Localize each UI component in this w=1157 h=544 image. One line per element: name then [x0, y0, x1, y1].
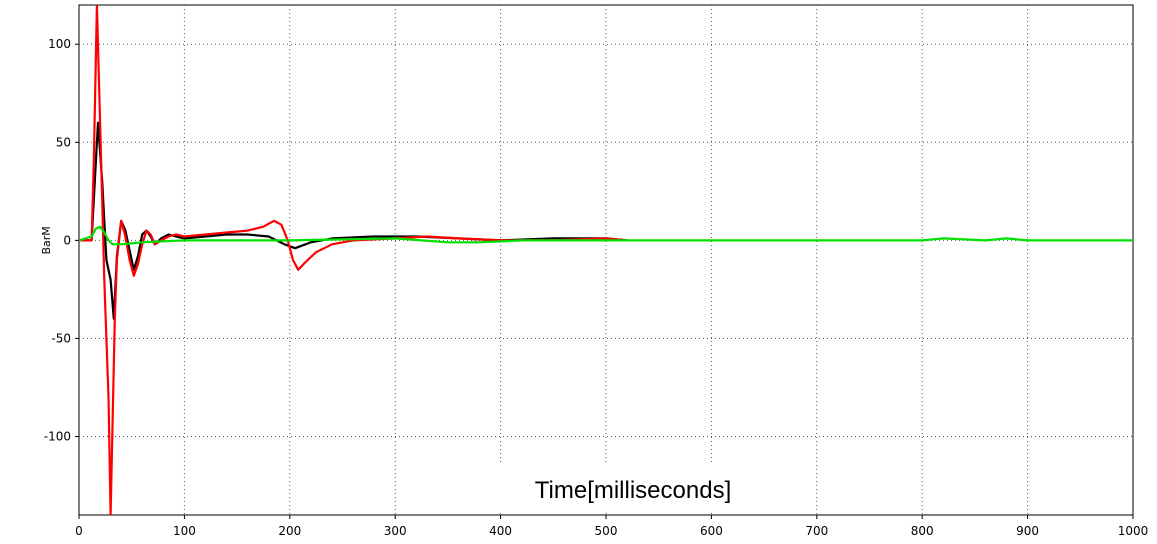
x-tick-label: 100	[173, 524, 196, 538]
y-tick-label: -50	[51, 331, 71, 345]
tick-labels: 0 100 200 300 400 500 600 700 800 900 1000100500-5…	[44, 37, 1149, 538]
x-tick-label: 1000	[1118, 524, 1149, 538]
x-tick-label: 800	[911, 524, 934, 538]
x-tick-label: 400	[489, 524, 512, 538]
series-line-2	[79, 5, 628, 515]
y-tick-label: 0	[63, 233, 71, 247]
time-annotation: Time[milliseconds]	[535, 477, 732, 504]
annotation-box	[470, 462, 796, 510]
grid	[79, 5, 1133, 515]
x-tick-label: 700	[805, 524, 828, 538]
x-tick-label: 200	[278, 524, 301, 538]
y-tick-label: 50	[56, 135, 71, 149]
series-group	[79, 5, 1133, 515]
y-tick-label: -100	[44, 430, 71, 444]
x-tick-label: 500	[595, 524, 618, 538]
x-tick-label: 300	[384, 524, 407, 538]
x-tick-label: 600	[700, 524, 723, 538]
series-line-3	[79, 225, 1133, 246]
x-tick-label: 900	[1016, 524, 1039, 538]
y-tick-label: 100	[48, 37, 71, 51]
y-axis-label: BarM	[40, 226, 53, 254]
series-line-1	[79, 121, 628, 320]
x-tick-label: 0	[75, 524, 83, 538]
